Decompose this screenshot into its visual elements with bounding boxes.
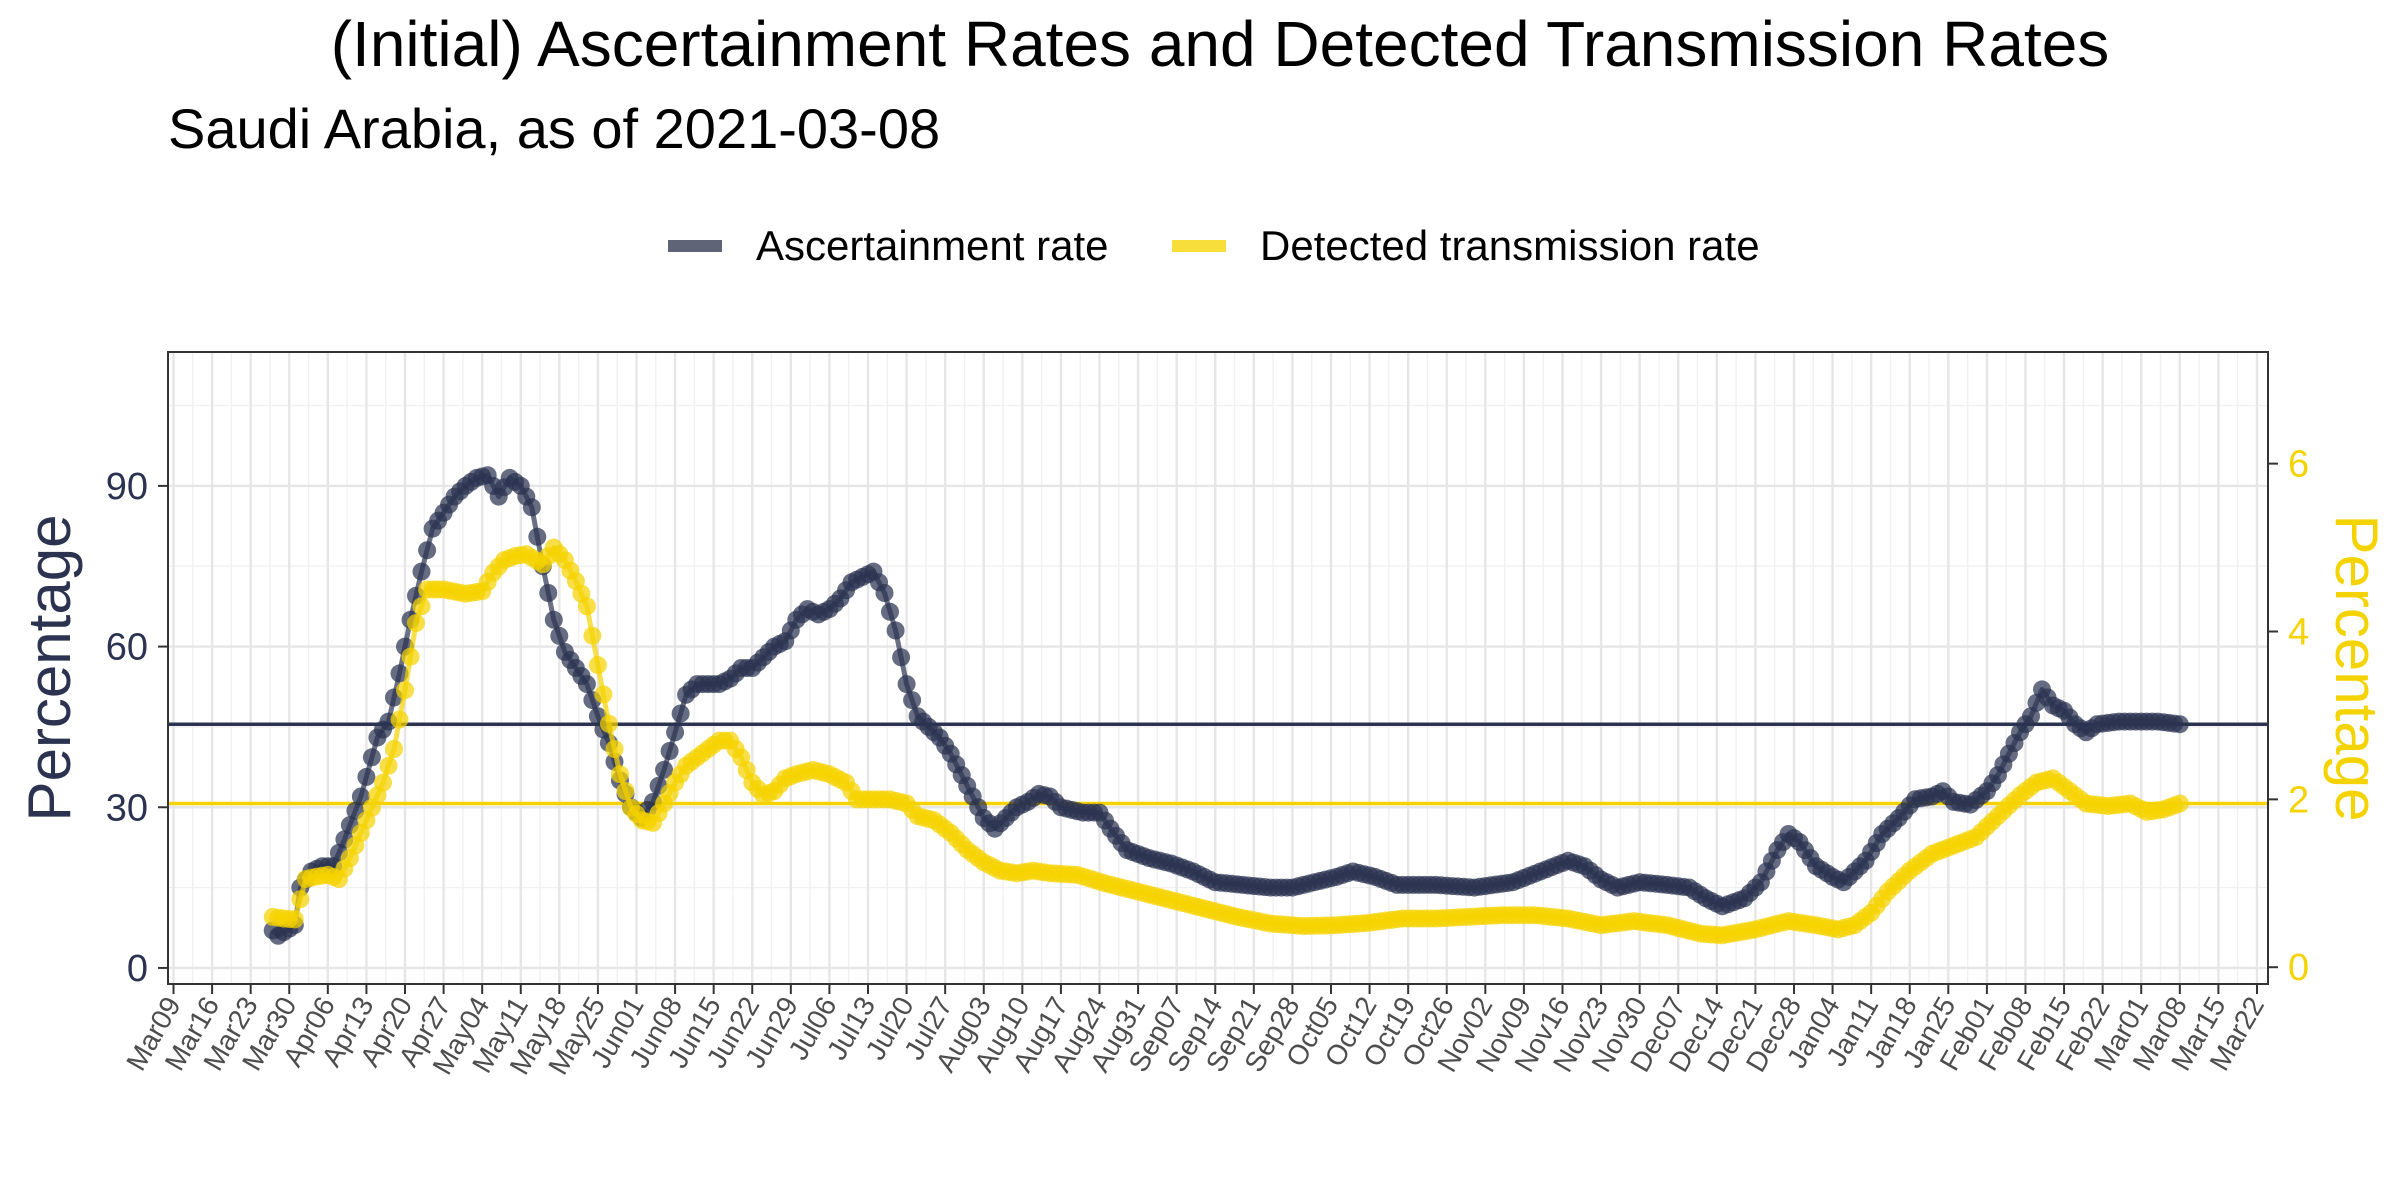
data-point-transmission [599,714,618,733]
data-point-transmission [385,740,403,758]
data-point-ascertainment [875,584,894,602]
legend-label-ascertainment: Ascertainment rate [756,222,1109,269]
data-point-transmission [285,910,304,929]
data-point-transmission [594,685,613,704]
data-point-ascertainment [539,584,558,602]
data-point-transmission [616,782,635,800]
legend-label-transmission: Detected transmission rate [1260,222,1760,269]
data-point-ascertainment [577,675,596,694]
data-point-ascertainment [2170,715,2189,734]
right-axis-tick-label: 2 [2288,779,2309,821]
data-point-ascertainment [903,691,922,710]
data-point-ascertainment [390,664,409,683]
data-point-transmission [583,626,602,645]
left-axis-tick-label: 90 [106,466,148,508]
data-point-ascertainment [671,704,690,723]
data-point-ascertainment [412,562,431,581]
data-point-ascertainment [655,760,674,779]
data-point-transmission [379,756,398,775]
data-point-ascertainment [892,648,911,667]
data-point-ascertainment [550,626,569,645]
data-point-ascertainment [666,723,685,742]
data-point-ascertainment [351,787,370,806]
data-point-transmission [577,597,596,616]
chart-subtitle: Saudi Arabia, as of 2021-03-08 [168,97,940,160]
left-axis-tick-label: 30 [106,787,148,829]
data-point-ascertainment [362,748,381,767]
left-axis-tick-label: 60 [106,627,148,669]
right-axis: 0 2 4 6 [2268,444,2309,989]
data-point-ascertainment [660,742,679,760]
left-axis-tick-label: 0 [127,948,148,990]
right-axis-tick-label: 4 [2288,611,2309,653]
right-axis-tick-label: 0 [2288,947,2309,989]
data-point-ascertainment [897,675,916,694]
series-layer [263,466,2189,945]
data-point-ascertainment [357,767,376,786]
data-point-transmission [396,681,414,700]
data-point-transmission [374,773,392,792]
data-point-transmission [401,647,420,666]
data-point-ascertainment [418,541,437,560]
data-point-ascertainment [544,610,563,629]
data-point-ascertainment [881,602,899,621]
plot-panel-border [167,351,2269,985]
right-axis-tick-label: 6 [2288,444,2309,486]
grid-major [168,352,2268,984]
right-axis-title: Percentage [2323,515,2390,822]
data-point-transmission [611,765,629,784]
data-point-transmission [605,740,624,758]
data-point-transmission [2170,794,2189,813]
data-point-transmission [390,710,409,729]
data-point-transmission [588,656,607,675]
data-point-ascertainment [528,527,547,546]
data-point-ascertainment [522,498,541,517]
data-point-ascertainment [886,621,905,640]
data-point-transmission [412,597,431,616]
data-point-transmission [291,890,310,909]
left-axis: 0 30 60 90 [106,466,168,990]
x-axis: Mar09Mar16Mar23Mar30Apr06Apr13Apr20Apr27… [120,984,2270,1080]
legend: Ascertainment rate Detected transmission… [668,222,1760,269]
data-point-transmission [407,614,425,633]
chart-title: (Initial) Ascertainment Rates and Detect… [331,8,2110,80]
left-axis-title: Percentage [16,515,83,822]
series-transmission [263,538,2189,945]
